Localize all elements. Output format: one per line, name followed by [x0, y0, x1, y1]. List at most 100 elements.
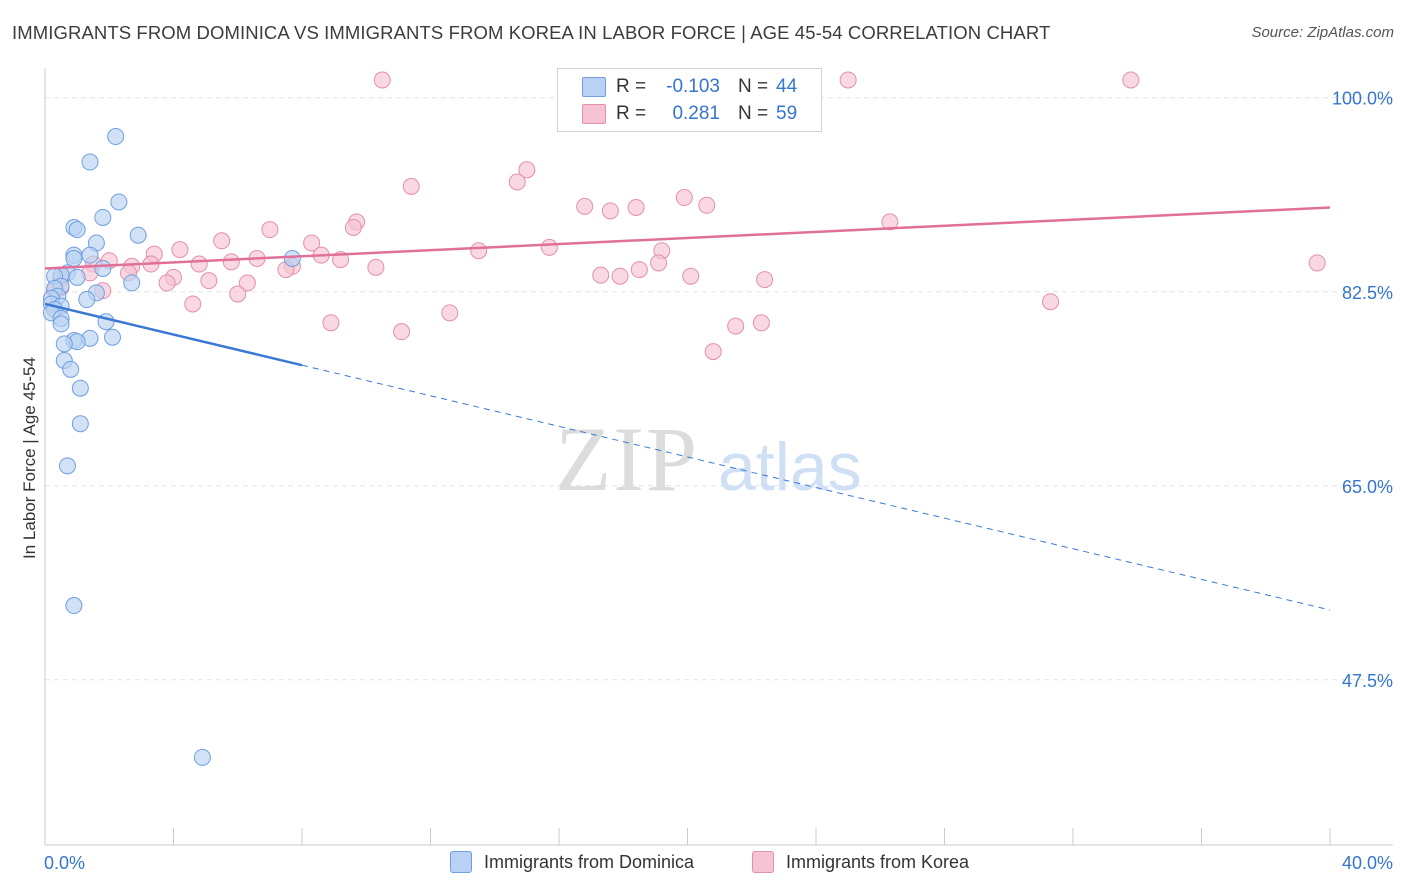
dominica-point — [94, 259, 112, 277]
dominica-point — [123, 274, 141, 292]
dominica-point — [81, 246, 99, 264]
dominica-point — [71, 415, 89, 433]
dominica-point — [55, 335, 73, 353]
korea-point — [190, 255, 208, 273]
korea-point — [540, 238, 558, 256]
korea-point — [839, 71, 857, 89]
dominica-point — [81, 153, 99, 171]
y-tick-label: 65.0% — [1342, 477, 1393, 497]
korea-point — [627, 199, 645, 216]
korea-point — [322, 314, 340, 332]
dominica-point — [110, 193, 128, 211]
legend-r-value-korea: 0.281 — [672, 103, 720, 124]
dominica-point — [94, 208, 112, 226]
legend-n-value-dominica: 44 — [776, 76, 798, 97]
dominica-point — [283, 250, 301, 267]
source-label: Source: ZipAtlas.com — [1251, 24, 1394, 41]
korea-point — [184, 295, 202, 313]
axes — [44, 68, 1393, 846]
legend-r-label: R = — [616, 76, 647, 97]
trend-lines — [44, 206, 1331, 611]
bottom-legend-korea: Immigrants from Korea — [752, 851, 969, 873]
dominica-point — [129, 226, 147, 244]
dominica-point — [103, 328, 121, 346]
legend-row-dominica: R = -0.103 N = 44 — [582, 74, 797, 100]
korea-point — [1308, 254, 1326, 272]
legend-r-value-dominica: -0.103 — [666, 76, 720, 97]
korea-point — [213, 232, 231, 250]
korea-trend-line — [44, 206, 1331, 270]
korea-point — [752, 314, 770, 332]
dominica-point — [68, 221, 86, 239]
legend-n-label: N = — [738, 103, 769, 124]
korea-point — [682, 267, 700, 285]
bottom-legend-label-korea: Immigrants from Korea — [786, 851, 970, 872]
korea-point — [508, 173, 526, 191]
bottom-legend-label-dominica: Immigrants from Dominica — [484, 851, 695, 872]
dominica-point — [71, 379, 89, 397]
bottom-swatch-dominica — [450, 851, 472, 873]
legend-n-value-korea: 59 — [776, 103, 798, 124]
dominica-point — [78, 291, 96, 309]
legend-r-label: R = — [616, 103, 647, 124]
korea-point — [441, 304, 459, 322]
dominica-point — [107, 128, 125, 146]
korea-point — [630, 261, 648, 279]
korea-point — [238, 274, 256, 292]
korea-point — [200, 272, 218, 290]
watermark-zip: ZIP — [555, 408, 699, 510]
dominica-trend-dashed — [301, 364, 1331, 611]
korea-point — [704, 343, 722, 361]
korea-point — [576, 197, 594, 215]
korea-point — [158, 274, 176, 292]
korea-point — [367, 258, 385, 276]
bottom-swatch-korea — [752, 851, 774, 873]
korea-point — [1042, 293, 1060, 311]
korea-point — [881, 213, 899, 231]
korea-point — [229, 285, 247, 303]
korea-point — [518, 161, 536, 179]
x-tick-label: 40.0% — [1342, 853, 1393, 873]
korea-point — [592, 266, 610, 284]
y-tick-label: 47.5% — [1342, 671, 1393, 691]
korea-point — [402, 177, 420, 195]
korea-point — [222, 253, 240, 271]
legend-swatch-korea — [582, 104, 606, 124]
korea-point — [601, 202, 619, 220]
tick-labels: 100.0% 82.5% 65.0% 47.5% 0.0% 40.0% — [44, 89, 1393, 873]
korea-point — [393, 323, 411, 341]
korea-point — [650, 254, 668, 272]
korea-point — [171, 241, 189, 259]
korea-point — [303, 234, 321, 252]
dominica-point — [52, 315, 70, 333]
korea-point — [470, 242, 488, 260]
dominica-trend-solid — [44, 302, 303, 367]
korea-point — [698, 196, 716, 214]
korea-point — [611, 267, 629, 285]
korea-point — [756, 271, 774, 289]
korea-point — [344, 218, 362, 236]
dominica-point — [62, 360, 80, 378]
y-tick-label: 82.5% — [1342, 283, 1393, 303]
korea-point — [373, 71, 391, 89]
y-tick-label: 100.0% — [1332, 89, 1393, 109]
dominica-point — [65, 250, 83, 267]
dominica-point — [58, 457, 76, 475]
correlation-legend: R = -0.103 N = 44 R = 0.281 N = 59 — [557, 68, 822, 132]
korea-point — [675, 189, 693, 207]
korea-point — [727, 317, 745, 335]
gridlines — [45, 97, 1393, 681]
legend-n-label: N = — [738, 76, 769, 97]
dominica-points — [42, 128, 301, 766]
bottom-legend-dominica: Immigrants from Dominica — [450, 851, 694, 873]
dominica-point — [193, 748, 211, 766]
korea-point — [1122, 71, 1140, 89]
legend-row-korea: R = 0.281 N = 59 — [582, 101, 797, 127]
chart-title: IMMIGRANTS FROM DOMINICA VS IMMIGRANTS F… — [12, 22, 1051, 43]
dominica-point — [65, 597, 83, 615]
dominica-point — [68, 268, 86, 286]
watermark: ZIP atlas — [555, 408, 862, 510]
x-tick-label: 0.0% — [44, 853, 85, 873]
legend-swatch-dominica — [582, 77, 606, 97]
